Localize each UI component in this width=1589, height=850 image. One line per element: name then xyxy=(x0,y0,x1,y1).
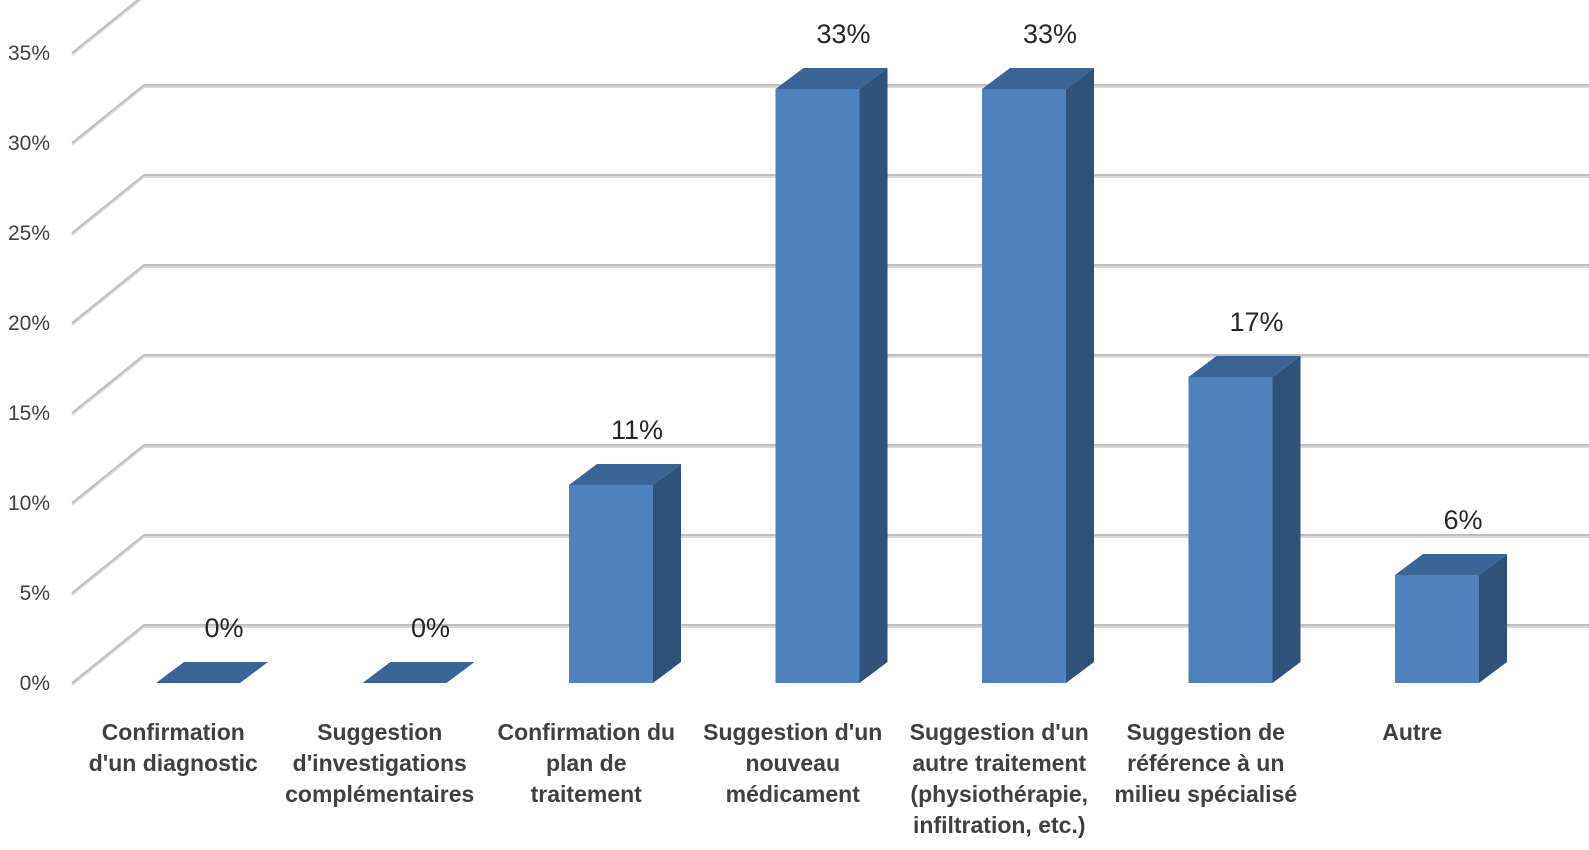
bar-side-5 xyxy=(1272,356,1301,683)
data-label-0: 0% xyxy=(204,613,243,643)
bar-front-6 xyxy=(1395,575,1479,683)
gridline-7 xyxy=(71,0,142,56)
bar-side-3 xyxy=(859,68,888,683)
data-label-4: 33% xyxy=(1023,19,1077,49)
category-label-0: Confirmation d'un diagnostic xyxy=(89,719,258,776)
data-label-6: 6% xyxy=(1443,505,1482,535)
grid-layer xyxy=(71,0,1589,686)
gridline-0 xyxy=(71,624,1589,686)
bar-side-6 xyxy=(1479,554,1507,683)
bars xyxy=(156,68,1507,683)
bar-top-1 xyxy=(362,662,475,683)
category-label-6: Autre xyxy=(1382,719,1442,745)
bar-front-4 xyxy=(982,89,1066,683)
gridline-5 xyxy=(71,174,1589,236)
bar-1 xyxy=(362,662,475,683)
y-tick-label-6: 30% xyxy=(8,132,50,155)
bar-top-2 xyxy=(569,464,681,485)
data-label-5: 17% xyxy=(1229,307,1283,337)
gridline-6 xyxy=(71,84,1589,146)
bar-6 xyxy=(1395,554,1507,683)
data-label-2: 11% xyxy=(611,415,663,445)
bar-front-3 xyxy=(775,89,860,683)
bar-top-0 xyxy=(156,662,268,683)
category-labels: Confirmation d'un diagnostic Suggestion d'i… xyxy=(89,719,1443,838)
bar-side-2 xyxy=(653,464,681,683)
bar-0 xyxy=(156,662,268,683)
bar-front-5 xyxy=(1188,377,1273,683)
gridline-1 xyxy=(71,534,1589,596)
data-labels: 0% 0% 11% 33% 33% 17% 6% xyxy=(204,19,1482,643)
y-tick-label-0: 0% xyxy=(20,672,50,695)
y-tick-label-1: 5% xyxy=(20,582,50,605)
category-label-2: Confirmation du plan de traitement xyxy=(497,719,675,807)
category-label-4: Suggestion d'un autre traitement (physioth… xyxy=(910,719,1089,838)
category-label-5: Suggestion de référence à un milieu spécia… xyxy=(1114,719,1297,807)
bar-top-6 xyxy=(1395,554,1507,575)
y-axis-ticks: 0% 5% 10% 15% 20% 25% 30% 35% xyxy=(8,42,50,695)
y-tick-label-5: 25% xyxy=(8,222,50,245)
bar-front-2 xyxy=(569,485,653,683)
gridline-2 xyxy=(71,444,1589,506)
gridline-4 xyxy=(71,264,1589,326)
bar-5 xyxy=(1188,356,1301,683)
y-tick-label-4: 20% xyxy=(8,312,50,335)
gridline-3 xyxy=(71,354,1589,416)
data-label-3: 33% xyxy=(816,19,870,49)
y-tick-label-3: 15% xyxy=(8,402,50,425)
bar-top-5 xyxy=(1188,356,1301,377)
y-tick-label-2: 10% xyxy=(8,492,50,515)
bar-4 xyxy=(982,68,1094,683)
bar-3 xyxy=(775,68,888,683)
category-label-1: Suggestion d'investigations complémentaire… xyxy=(285,719,474,807)
bar-side-4 xyxy=(1066,68,1094,683)
bar-top-4 xyxy=(982,68,1094,89)
bar-top-3 xyxy=(775,68,888,89)
category-label-3: Suggestion d'un nouveau médicament xyxy=(703,719,882,807)
y-tick-label-7: 35% xyxy=(8,42,50,65)
data-label-1: 0% xyxy=(411,613,450,643)
bar-2 xyxy=(569,464,681,683)
